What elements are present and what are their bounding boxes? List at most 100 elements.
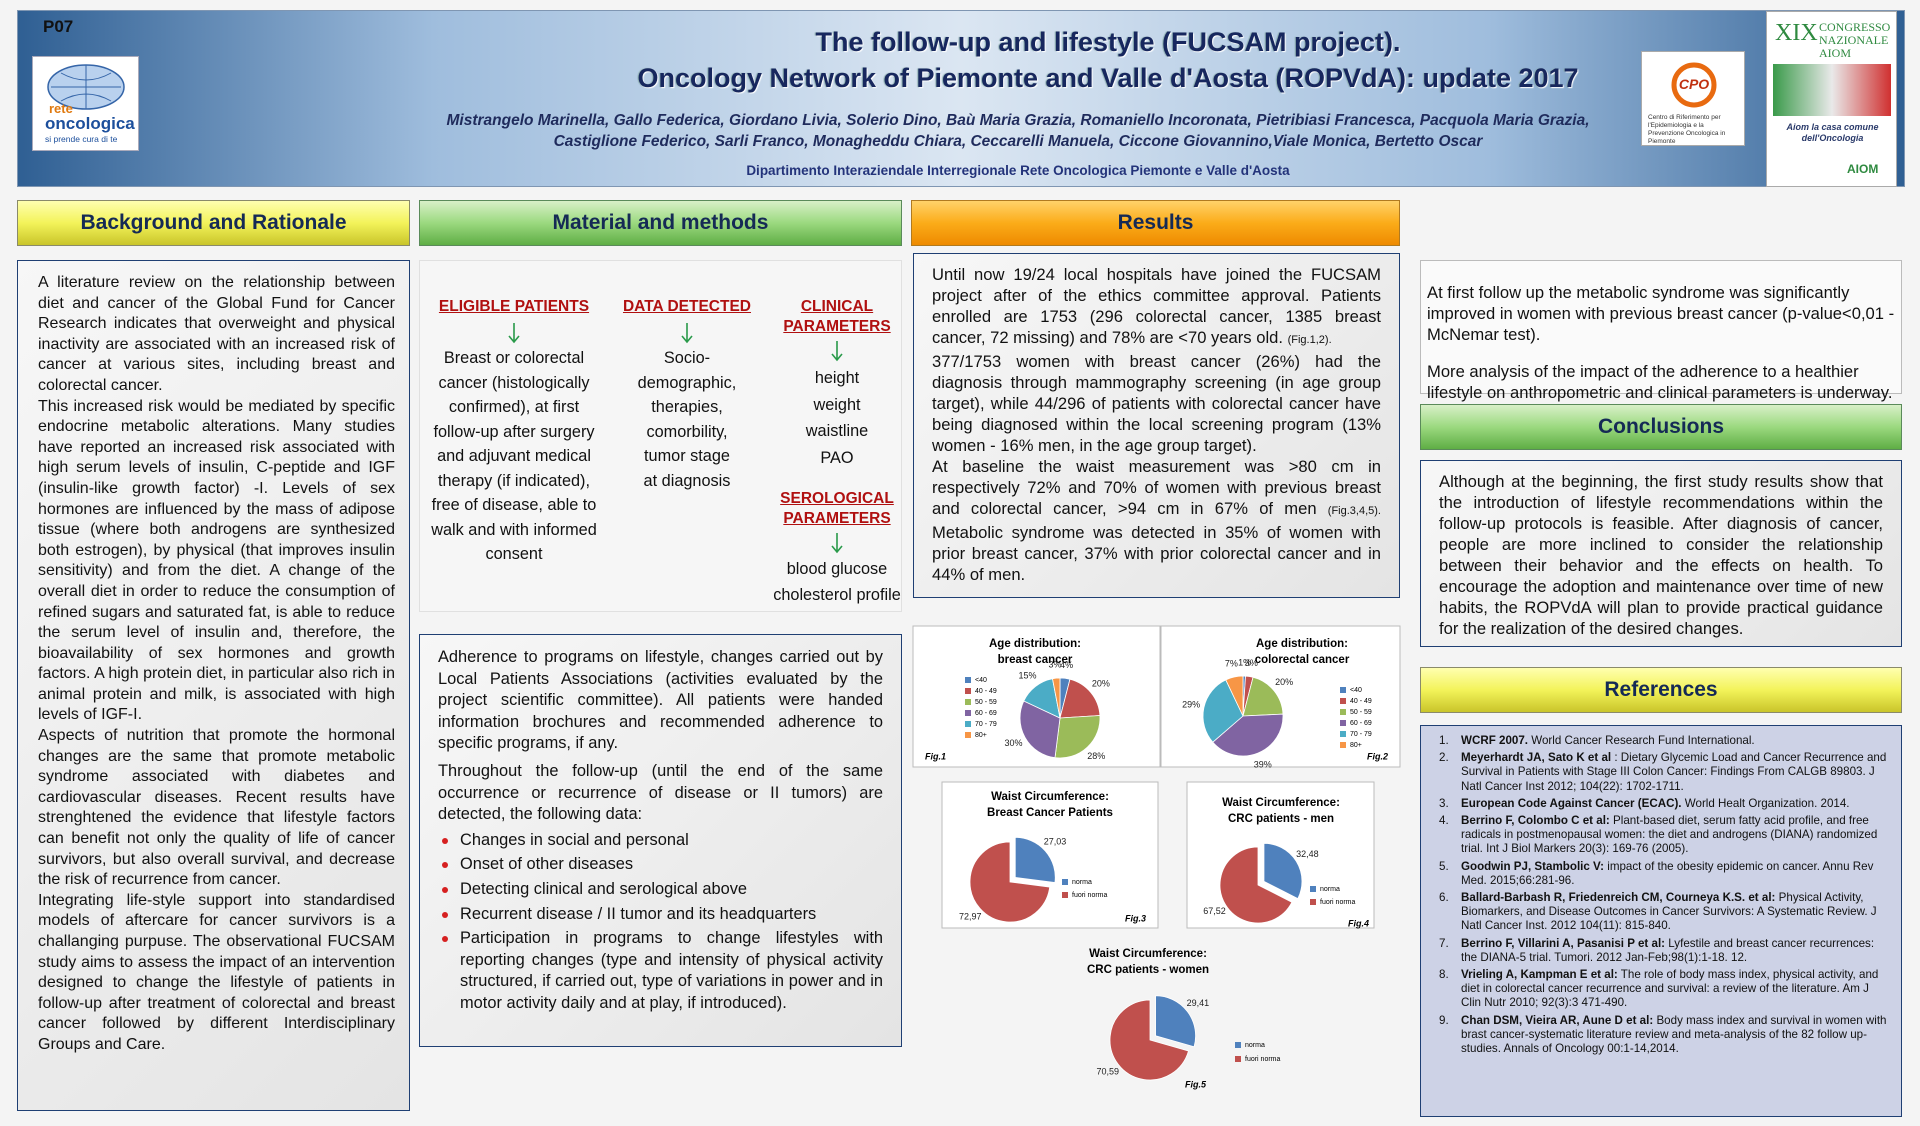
legend-label: 70 - 79	[1350, 731, 1372, 738]
legend-label: fuori norma	[1072, 892, 1108, 899]
method-title: SEROLOGICAL PARAMETERS	[780, 490, 894, 527]
value-label: 20%	[1275, 677, 1293, 687]
method-text: Breast or colorectal cancer (histologica…	[431, 349, 597, 563]
value-label: 29%	[1182, 700, 1200, 710]
pie-slice	[1225, 675, 1244, 717]
reference-text: The role of body mass index, physical ac…	[1461, 968, 1879, 1010]
department: Dipartimento Interaziendale Interregiona…	[746, 163, 1290, 178]
legend-label: 50 - 59	[975, 699, 997, 706]
logo-cpo-name: CPO	[1678, 76, 1710, 92]
reference-number: 9.	[1439, 1013, 1449, 1027]
legend-swatch	[965, 732, 971, 738]
results-box: Until now 19/24 local hospitals have joi…	[913, 253, 1400, 598]
legend-swatch	[1062, 892, 1068, 898]
legend-label: 60 - 69	[1350, 720, 1372, 727]
value-label: 27,03	[1044, 837, 1067, 847]
figure-label: Fig.2	[1367, 751, 1388, 761]
arrow	[508, 323, 520, 344]
aiom-banner	[1773, 64, 1891, 116]
logo-word: oncologica	[45, 114, 135, 133]
figure-ref: (Fig.1,2).	[1287, 334, 1332, 346]
conclusions-text: Although at the beginning, the first stu…	[1439, 472, 1883, 638]
chart-title: Age distribution:	[1256, 638, 1348, 650]
section-heading: Material and methods	[419, 200, 902, 246]
bullet-item: Changes in social and personal	[438, 830, 883, 852]
reference-text: Body mass index and survival in women wi…	[1461, 1013, 1887, 1056]
reference-text: : Dietary Glycemic Load and Cancer Recur…	[1461, 751, 1887, 793]
reference: 5. Goodwin PJ, Stambolic V: impact of the…	[1435, 860, 1887, 888]
paragraph: A literature review on the relationship …	[38, 274, 395, 394]
serological-list: blood glucose cholesterol profile	[766, 556, 908, 608]
reference-number: 4.	[1439, 814, 1449, 828]
aiom-text: Congresso	[1819, 20, 1891, 34]
bullet-item: Onset of other diseases	[438, 854, 883, 876]
method-title: DATA DETECTED	[622, 298, 751, 315]
serological-item: blood glucose	[786, 560, 888, 578]
legend-swatch	[965, 699, 971, 705]
value-label: 70,59	[1096, 1066, 1119, 1076]
paragraph: Until now 19/24 local hospitals have joi…	[932, 264, 1381, 351]
arrow	[831, 341, 843, 362]
pie-slice	[1242, 676, 1284, 717]
bullet-list: Changes in social and personal Onset of o…	[438, 830, 883, 1015]
section-heading: Results	[911, 200, 1400, 246]
reference-authors: Chan DSM, Vieira AR, Aune D et al:	[1461, 1013, 1654, 1027]
paragraph-text: Until now 19/24 local hospitals have joi…	[932, 265, 1381, 347]
value-label: 1%	[1238, 657, 1251, 667]
figure-ref: (Fig.3,4,5).	[1327, 505, 1381, 517]
reference-text: Physical Activity, Biomarkers, and Disea…	[1461, 891, 1877, 933]
reference-authors: Goodwin PJ, Stambolic V:	[1461, 859, 1605, 873]
reference-authors: Meyerhardt JA, Sato K et al	[1461, 751, 1612, 765]
method-title: CLINICAL PARAMETERS	[783, 298, 891, 335]
section-heading: References	[1420, 667, 1902, 713]
figure-label: Fig.5	[1185, 1079, 1207, 1089]
logo-word: rete	[49, 101, 73, 116]
reference: 8. Vrieling A, Kampman E et al: The role …	[1435, 968, 1887, 1011]
value-label: 3%	[1049, 660, 1062, 670]
pie-slice	[1054, 715, 1101, 759]
poster-code: P07	[43, 17, 74, 36]
reference: 4. Berrino F, Colombo C et al: Plant-base…	[1435, 814, 1887, 857]
legend-label: 40 - 49	[975, 688, 997, 695]
value-label: 67,52	[1203, 906, 1226, 916]
clinical-item: height	[814, 369, 860, 387]
bullet-dot	[442, 911, 448, 918]
reference-authors: WCRF 2007.	[1461, 734, 1529, 747]
clinical-item: waistline	[805, 422, 869, 440]
legend-swatch	[1062, 879, 1068, 885]
paragraph: Integrating life-style support into stan…	[38, 891, 395, 1053]
legend-label: norma	[1072, 879, 1092, 886]
pie-slice	[1219, 846, 1293, 924]
legend-swatch	[1340, 687, 1346, 693]
legend-label: fuori norma	[1245, 1056, 1281, 1063]
pie-slice	[1014, 836, 1056, 883]
legend-swatch	[1340, 742, 1346, 748]
legend-swatch	[1310, 886, 1316, 892]
legend-label: 80+	[1350, 742, 1362, 749]
aiom-motto: Aiom la casa comune	[1786, 122, 1879, 132]
method-text: Socio-demographic, therapies, comorbilit…	[637, 349, 737, 490]
clinical-list: height weight waistline PAO	[775, 365, 899, 471]
reference-authors: Vrieling A, Kampman E et al:	[1461, 968, 1618, 982]
value-label: 4%	[1060, 660, 1073, 670]
legend-label: fuori norma	[1320, 899, 1356, 906]
value-label: 3%	[1245, 658, 1258, 668]
logo-rete: rete oncologica si prende cura di te	[32, 56, 139, 151]
aiom-text: Nazionale	[1819, 33, 1889, 47]
figure-label: Fig.4	[1348, 918, 1369, 928]
reference-text: World Cancer Research Fund International…	[1531, 734, 1755, 747]
bullet-text: Participation in programs to change life…	[460, 929, 883, 1012]
reference-text: Plant-based diet, serum fatty acid profi…	[1461, 814, 1878, 856]
chart-frame	[941, 781, 1159, 929]
reference-number: 7.	[1439, 936, 1449, 950]
chart-title: breast cancer	[998, 654, 1073, 666]
reference: 7. Berrino F, Villarini A, Pasanisi P et …	[1435, 937, 1887, 965]
value-label: 32,48	[1296, 849, 1319, 859]
pie-slice	[1052, 677, 1061, 719]
reference-number: 2.	[1439, 751, 1449, 765]
pie-slice	[1059, 678, 1101, 719]
reference: 9. Chan DSM, Vieira AR, Aune D et al: Bod…	[1435, 1014, 1887, 1057]
bullet-text: Changes in social and personal	[460, 830, 689, 849]
logo-globe	[47, 64, 125, 110]
aiom-brand: AIOM	[1847, 162, 1879, 176]
